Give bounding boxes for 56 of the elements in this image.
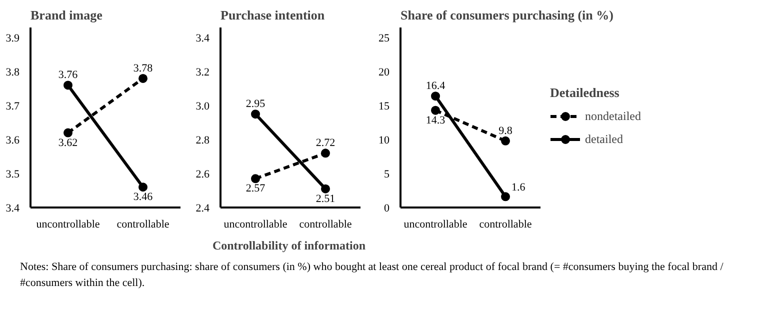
y-tick-label: 3.6 xyxy=(6,134,20,147)
x-tick-label: uncontrollable xyxy=(36,218,100,230)
point xyxy=(501,192,510,202)
y-tick-label: 3.2 xyxy=(196,66,210,79)
y-tick-label: 3.8 xyxy=(6,66,20,79)
x-tick-label: uncontrollable xyxy=(224,218,288,230)
y-tick-label: 2.6 xyxy=(196,168,210,181)
text: Notes: Share of consumers purchasing: share of consumers (in %) who bought at least one cereal product of focal brand (= #consumers buying the focal brand / #consumers within the cell). xyxy=(20,260,724,291)
data-label: 2.95 xyxy=(246,98,266,110)
y-tick-label: 3.5 xyxy=(6,168,20,181)
data-label: 2.51 xyxy=(316,192,336,205)
data-label: 2.57 xyxy=(246,182,266,195)
y-tick-label: 10 xyxy=(378,134,390,147)
y-tick-label: 0 xyxy=(384,202,390,214)
data-label: 3.76 xyxy=(58,69,78,82)
y-tick-label: 2.8 xyxy=(196,134,210,147)
data-label: 16.4 xyxy=(426,80,446,92)
point xyxy=(138,74,148,83)
y-tick-label: 3.9 xyxy=(6,32,20,45)
legend-label: detailed xyxy=(585,132,623,146)
y-tick-label: 3.7 xyxy=(6,100,20,113)
y-tick-label: 5 xyxy=(384,168,390,181)
y-tick-label: 20 xyxy=(378,66,390,79)
data-label: 9.8 xyxy=(498,124,513,137)
y-tick-label: 2.4 xyxy=(196,202,210,214)
x-tick-label: controllable xyxy=(479,218,532,230)
y-tick-label: 3.0 xyxy=(196,100,210,113)
data-label: 14.3 xyxy=(426,114,446,126)
y-tick-label: 15 xyxy=(378,100,390,113)
point xyxy=(321,148,330,158)
x-tick-label: uncontrollable xyxy=(404,218,468,230)
x-axis-title: Controllability of information xyxy=(212,238,366,252)
point xyxy=(501,136,510,146)
legend-title: Detailedness xyxy=(550,85,620,101)
data-label: 2.72 xyxy=(316,137,336,150)
x-tick-label: controllable xyxy=(299,218,352,230)
data-label: 3.78 xyxy=(133,62,154,74)
point xyxy=(431,106,440,115)
point xyxy=(251,174,260,184)
legend-label: nondetailed xyxy=(585,108,641,124)
data-label: 3.62 xyxy=(58,136,78,149)
point xyxy=(64,128,72,138)
x-tick-label: controllable xyxy=(116,218,170,230)
y-tick-label: 3.4 xyxy=(6,202,20,214)
data-label: 3.46 xyxy=(133,191,154,204)
data-label: 1.6 xyxy=(512,182,526,194)
point xyxy=(431,92,440,101)
point xyxy=(64,80,72,90)
chart-title: Share of consumers purchasing (in %) xyxy=(400,8,614,22)
chart-title: Brand image xyxy=(30,8,103,22)
y-tick-label: 25 xyxy=(378,32,390,45)
point xyxy=(321,184,330,194)
y-tick-label: 3.4 xyxy=(196,32,210,45)
chart-title: Purchase intention xyxy=(220,8,326,22)
point xyxy=(138,182,148,192)
point xyxy=(251,110,260,119)
